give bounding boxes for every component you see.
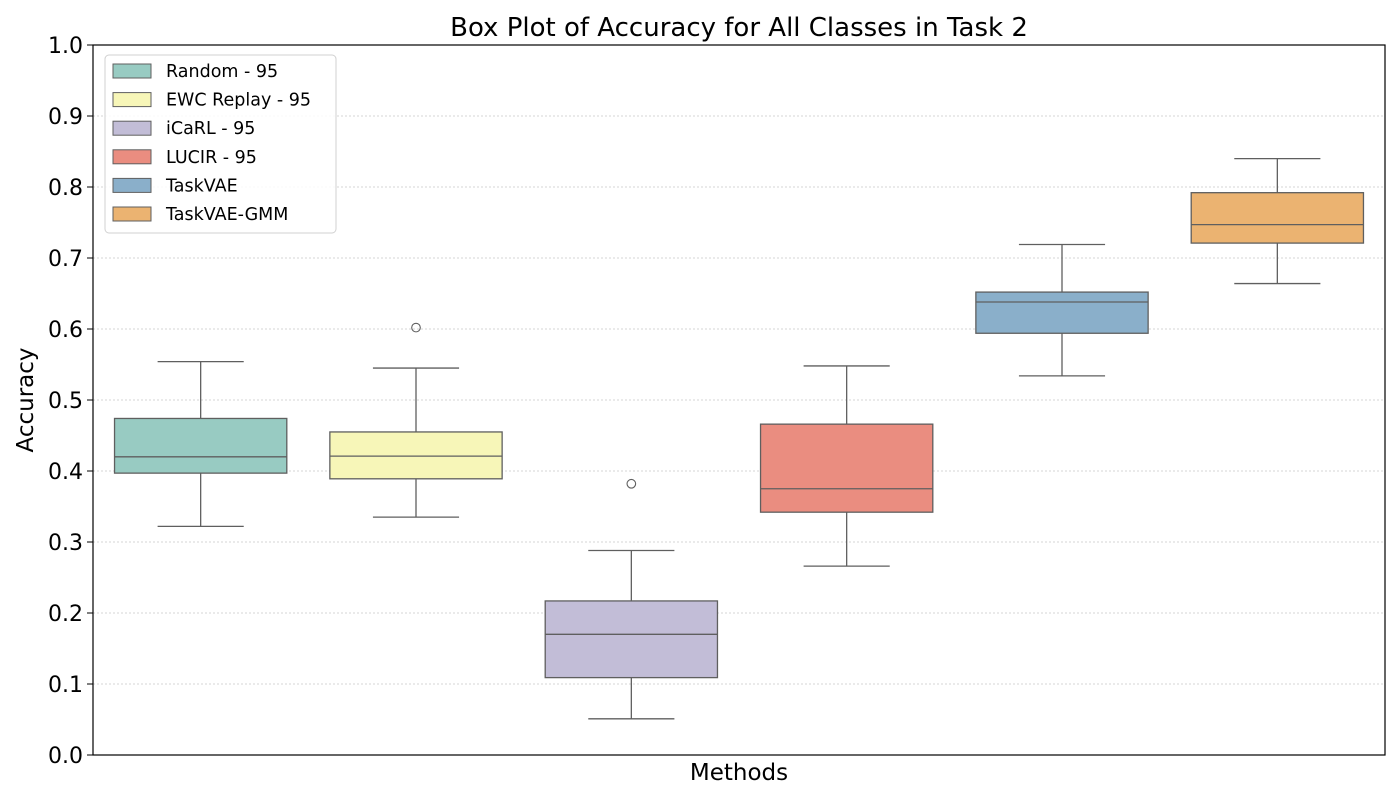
outlier-point — [626, 478, 637, 489]
legend-label: iCaRL - 95 — [166, 119, 255, 139]
y-tick-label: 0.0 — [48, 744, 83, 769]
legend-swatch — [112, 120, 152, 136]
x-axis-label: Methods — [690, 760, 788, 786]
legend-label: TaskVAE-GMM — [165, 205, 288, 225]
legend-swatch — [112, 63, 152, 79]
box-iqr — [759, 423, 934, 513]
legend-label: LUCIR - 95 — [166, 148, 257, 168]
box-iqr — [113, 417, 288, 474]
box-group — [975, 243, 1149, 377]
box-series — [113, 157, 1365, 720]
box-iqr — [329, 431, 503, 480]
box-iqr — [1190, 192, 1365, 244]
y-tick-label: 0.1 — [48, 673, 83, 698]
y-axis-label: Accuracy — [13, 347, 39, 452]
y-tick-label: 0.6 — [48, 318, 83, 343]
y-tick-label: 0.3 — [48, 531, 83, 556]
chart-title: Box Plot of Accuracy for All Classes in … — [450, 13, 1028, 43]
legend-swatch — [112, 206, 152, 222]
box-group — [1190, 157, 1365, 285]
box-iqr — [544, 600, 719, 679]
box-group — [329, 322, 503, 518]
y-tick-label: 0.8 — [48, 176, 83, 201]
box-iqr — [975, 291, 1149, 334]
legend-swatch — [112, 92, 152, 108]
legend-label: TaskVAE — [165, 176, 238, 196]
box-group — [113, 361, 288, 528]
legend-frame — [104, 54, 337, 234]
grid-lines — [93, 115, 1385, 685]
y-tick-label: 0.2 — [48, 602, 83, 627]
outlier-point — [411, 322, 421, 333]
y-tick-label: 0.5 — [48, 389, 83, 414]
y-tick-label: 0.7 — [48, 247, 83, 272]
box-group — [544, 478, 719, 720]
y-axis-ticks: 0.0 0.1 0.2 0.3 0.4 0.5 0.6 0.7 0.8 0.9 1.0 — [48, 34, 93, 769]
legend-swatch — [112, 149, 152, 165]
y-tick-label: 0.4 — [48, 460, 83, 485]
legend-swatch — [112, 177, 152, 193]
y-tick-label: 0.9 — [48, 105, 83, 130]
legend-label: EWC Replay - 95 — [166, 91, 311, 111]
box-group — [759, 365, 934, 567]
y-tick-label: 1.0 — [48, 34, 83, 59]
legend-label: Random - 95 — [166, 62, 278, 82]
legend: Random - 95 EWC Replay - 95 iCaRL - 95 LUCI… — [104, 54, 337, 234]
